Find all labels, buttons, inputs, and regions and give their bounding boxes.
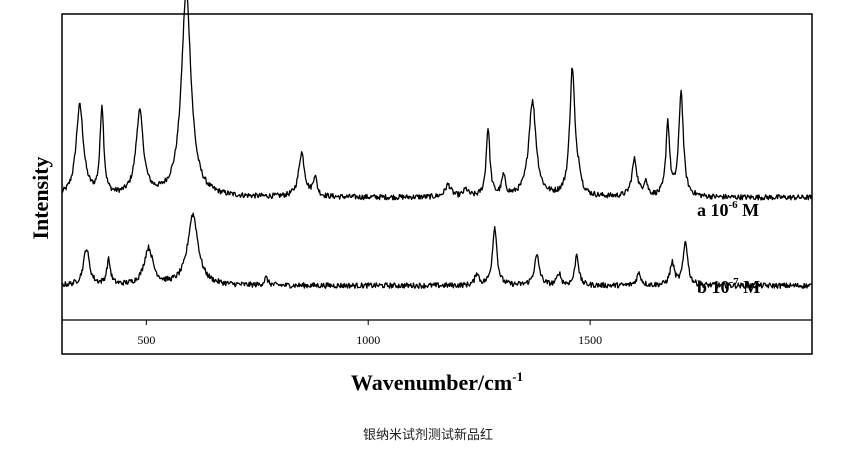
plot-frame [61, 13, 813, 355]
x-axis-label: Wavenumber/cm-1 [351, 369, 523, 395]
legend-label-b-exponent: -7 [730, 276, 740, 288]
spectrum-series [61, 0, 813, 289]
x-tick-label: 1500 [578, 333, 602, 347]
series-line-a [61, 0, 813, 201]
y-axis-label: Intensity [28, 156, 53, 239]
legend-label-a-exponent: -6 [729, 199, 739, 211]
x-axis-label-base: Wavenumber/cm [351, 370, 512, 395]
x-axis-label-exponent: -1 [512, 369, 523, 384]
x-axis-ticks: 500 1000 1500 [137, 320, 602, 347]
legend-label-a-unit: M [738, 200, 760, 220]
x-tick-label: 500 [137, 333, 155, 347]
figure-caption: 银纳米试剂测试新品红 [362, 428, 493, 443]
legend-label-a-base: a 10 [697, 200, 729, 220]
legend-label-b: b 10-7 M [697, 276, 760, 297]
x-tick-label: 1000 [356, 333, 380, 347]
legend-label-a: a 10-6 M [697, 199, 759, 220]
series-line-b [61, 212, 812, 289]
legend-label-b-base: b 10 [697, 277, 730, 297]
legend-label-b-unit: M [739, 277, 761, 297]
